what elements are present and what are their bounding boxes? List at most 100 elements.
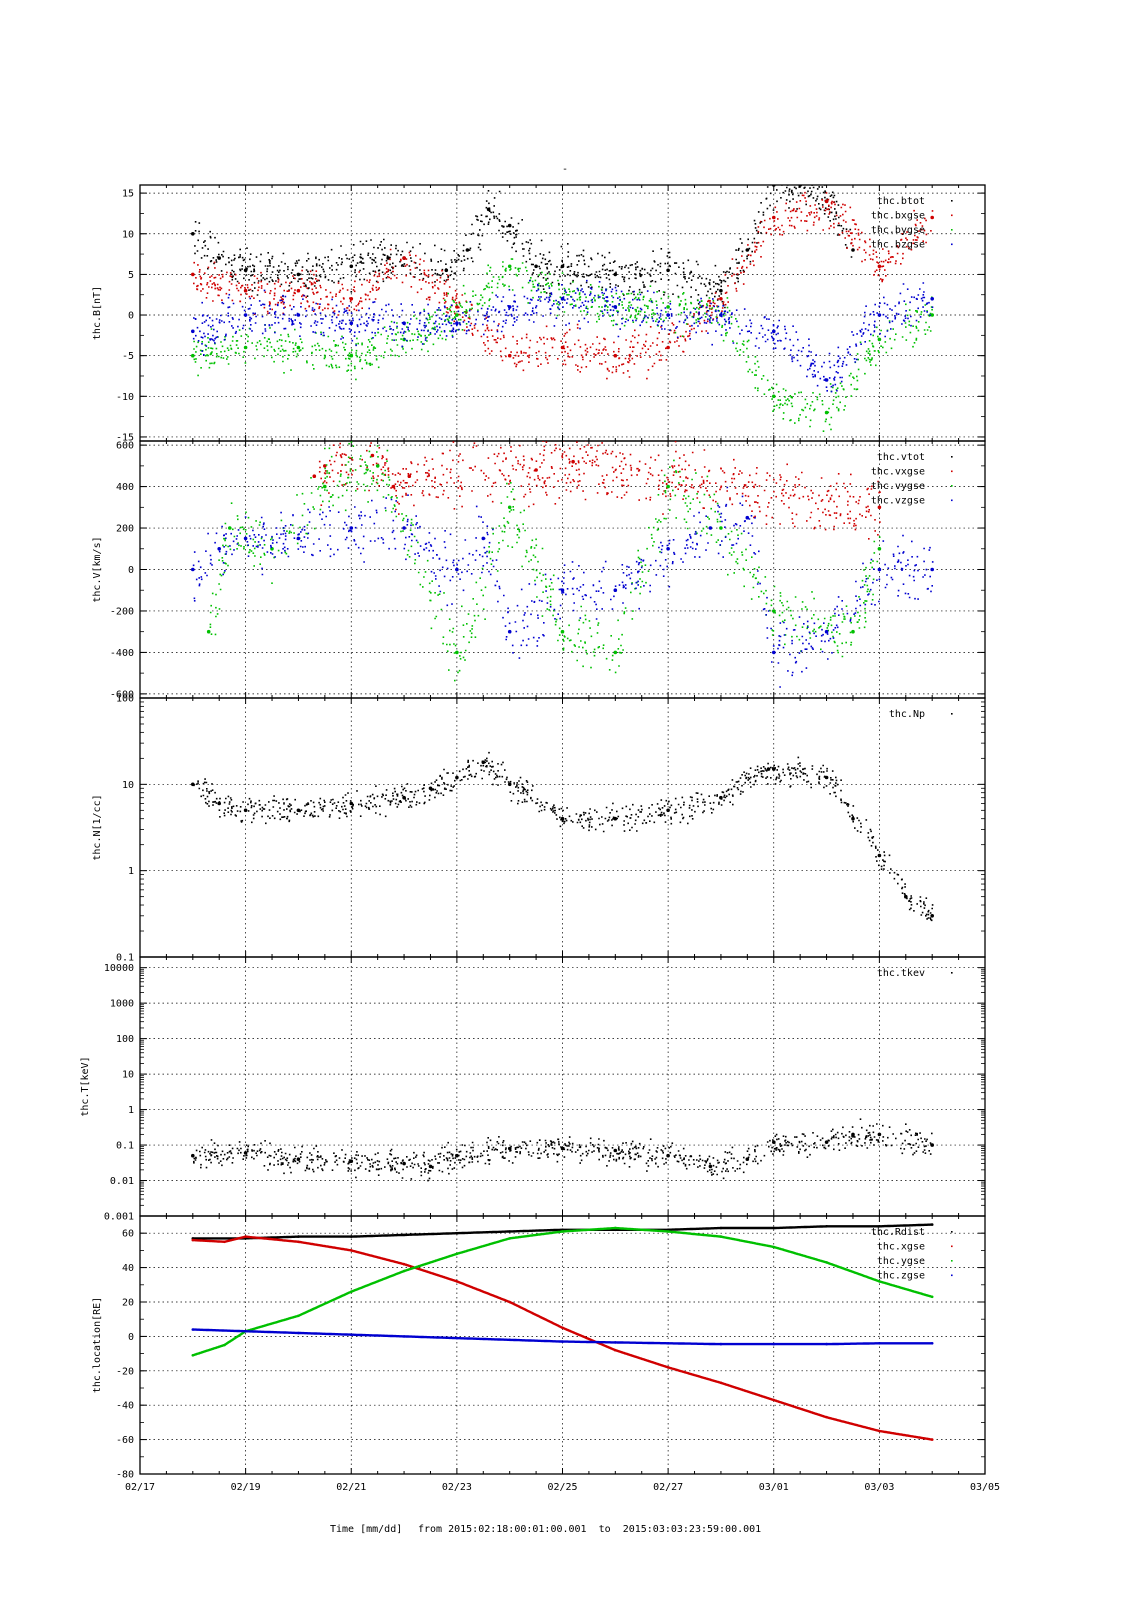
y-tick-label: 10: [122, 780, 134, 791]
data-point: [465, 248, 470, 252]
data-point: [243, 1151, 248, 1155]
data-point: [244, 1235, 247, 1238]
data-point: [614, 1341, 617, 1344]
legend-marker: [951, 214, 953, 217]
data-point: [719, 795, 723, 800]
data-point: [560, 816, 565, 821]
panel-1: -15 -10 -5 0 5 10 15 thc.B[nT] thc.btot thc.bxgse…: [92, 184, 986, 443]
data-point: [191, 567, 195, 572]
data-point: [904, 894, 908, 899]
data-point: [930, 1342, 934, 1345]
data-point: [243, 268, 248, 273]
data-point: [386, 256, 391, 260]
data-point: [772, 1398, 776, 1402]
series-thc-tkev: [191, 1118, 934, 1182]
data-point: [455, 1153, 459, 1158]
data-point: [349, 297, 354, 301]
legend-label: thc.Rdist: [871, 1227, 925, 1238]
x-tick-label: 03/05: [970, 1482, 1000, 1493]
x-tick-label: 02/19: [231, 1482, 261, 1493]
legend-label: thc.vtot: [877, 452, 925, 463]
data-point: [217, 547, 221, 551]
data-point: [877, 313, 882, 317]
plot-area: [191, 751, 934, 922]
data-point: [312, 474, 317, 479]
data-point: [824, 199, 829, 204]
data-point: [455, 1336, 459, 1340]
data-point: [824, 378, 829, 382]
data-point: [191, 329, 195, 334]
panel-frame: [139, 1215, 986, 1475]
data-point: [296, 313, 301, 317]
data-point: [486, 207, 491, 212]
data-point: [349, 1159, 354, 1163]
data-point: [745, 1157, 750, 1161]
data-point: [507, 305, 512, 309]
panel-3: 0.1 1 10 100 thc.N[1/cc] thc.Np: [92, 694, 986, 964]
series-thc-vzgse: [191, 486, 934, 688]
data-point: [507, 223, 512, 228]
data-point: [613, 588, 618, 592]
data-point: [877, 505, 882, 510]
data-point: [402, 1161, 406, 1166]
y-tick-label: 0.01: [110, 1176, 134, 1187]
data-point: [560, 588, 565, 592]
legend-marker: [951, 499, 953, 502]
data-point: [350, 1290, 353, 1293]
scatter-cloud: [193, 1118, 933, 1182]
data-point: [825, 1342, 828, 1346]
data-point: [877, 567, 882, 572]
data-point: [930, 313, 934, 317]
data-point: [402, 1233, 406, 1237]
scatter-cloud: [194, 185, 853, 312]
data-point: [243, 345, 248, 350]
data-point: [719, 1235, 723, 1238]
data-point: [772, 394, 776, 399]
data-point: [217, 801, 221, 806]
y-tick-label: -60: [116, 1435, 134, 1446]
data-point: [560, 629, 565, 634]
data-point: [772, 650, 776, 655]
data-point: [296, 536, 301, 541]
legend-marker: [951, 1260, 953, 1262]
legend: thc.btot thc.bxgse thc.bygse thc.bzgse: [871, 196, 953, 251]
data-point: [296, 345, 301, 350]
data-point: [851, 816, 855, 821]
data-point: [772, 1342, 776, 1346]
data-point: [507, 353, 512, 358]
data-point: [851, 1132, 855, 1137]
data-point: [508, 1230, 512, 1233]
data-point: [508, 1300, 512, 1304]
data-point: [297, 1314, 300, 1318]
x-tick-label: 02/21: [336, 1482, 366, 1493]
data-point: [243, 536, 248, 541]
data-point: [402, 321, 406, 326]
legend-marker: [951, 200, 953, 202]
y-tick-label: 10: [122, 229, 134, 240]
series-thc-vxgse: [312, 441, 882, 540]
legend-label: thc.btot: [877, 196, 925, 207]
y-tick-label: -10: [116, 392, 134, 403]
data-point: [878, 1429, 881, 1433]
x-tick-label: 03/01: [759, 1482, 789, 1493]
data-point: [824, 410, 829, 415]
data-point: [349, 353, 354, 358]
data-point: [930, 1438, 934, 1441]
y-tick-label: 60: [122, 1229, 134, 1240]
time-range-text: from 2015:02:18:00:01:00.001 to 2015:03:…: [418, 1524, 761, 1535]
data-point: [877, 547, 882, 551]
data-point: [402, 526, 406, 530]
data-point: [560, 297, 565, 301]
legend: thc.vtot thc.vxgse thc.vygse thc.vzgse: [871, 452, 953, 507]
plot-area: [191, 1223, 934, 1441]
data-point: [297, 1240, 300, 1244]
x-tick-label: 03/03: [864, 1482, 894, 1493]
data-point: [666, 808, 670, 813]
y-tick-label: 5: [128, 270, 134, 281]
scatter-cloud: [193, 751, 934, 922]
data-point: [407, 474, 412, 479]
data-point: [719, 1226, 723, 1230]
data-point: [772, 609, 776, 613]
data-point: [455, 321, 459, 326]
